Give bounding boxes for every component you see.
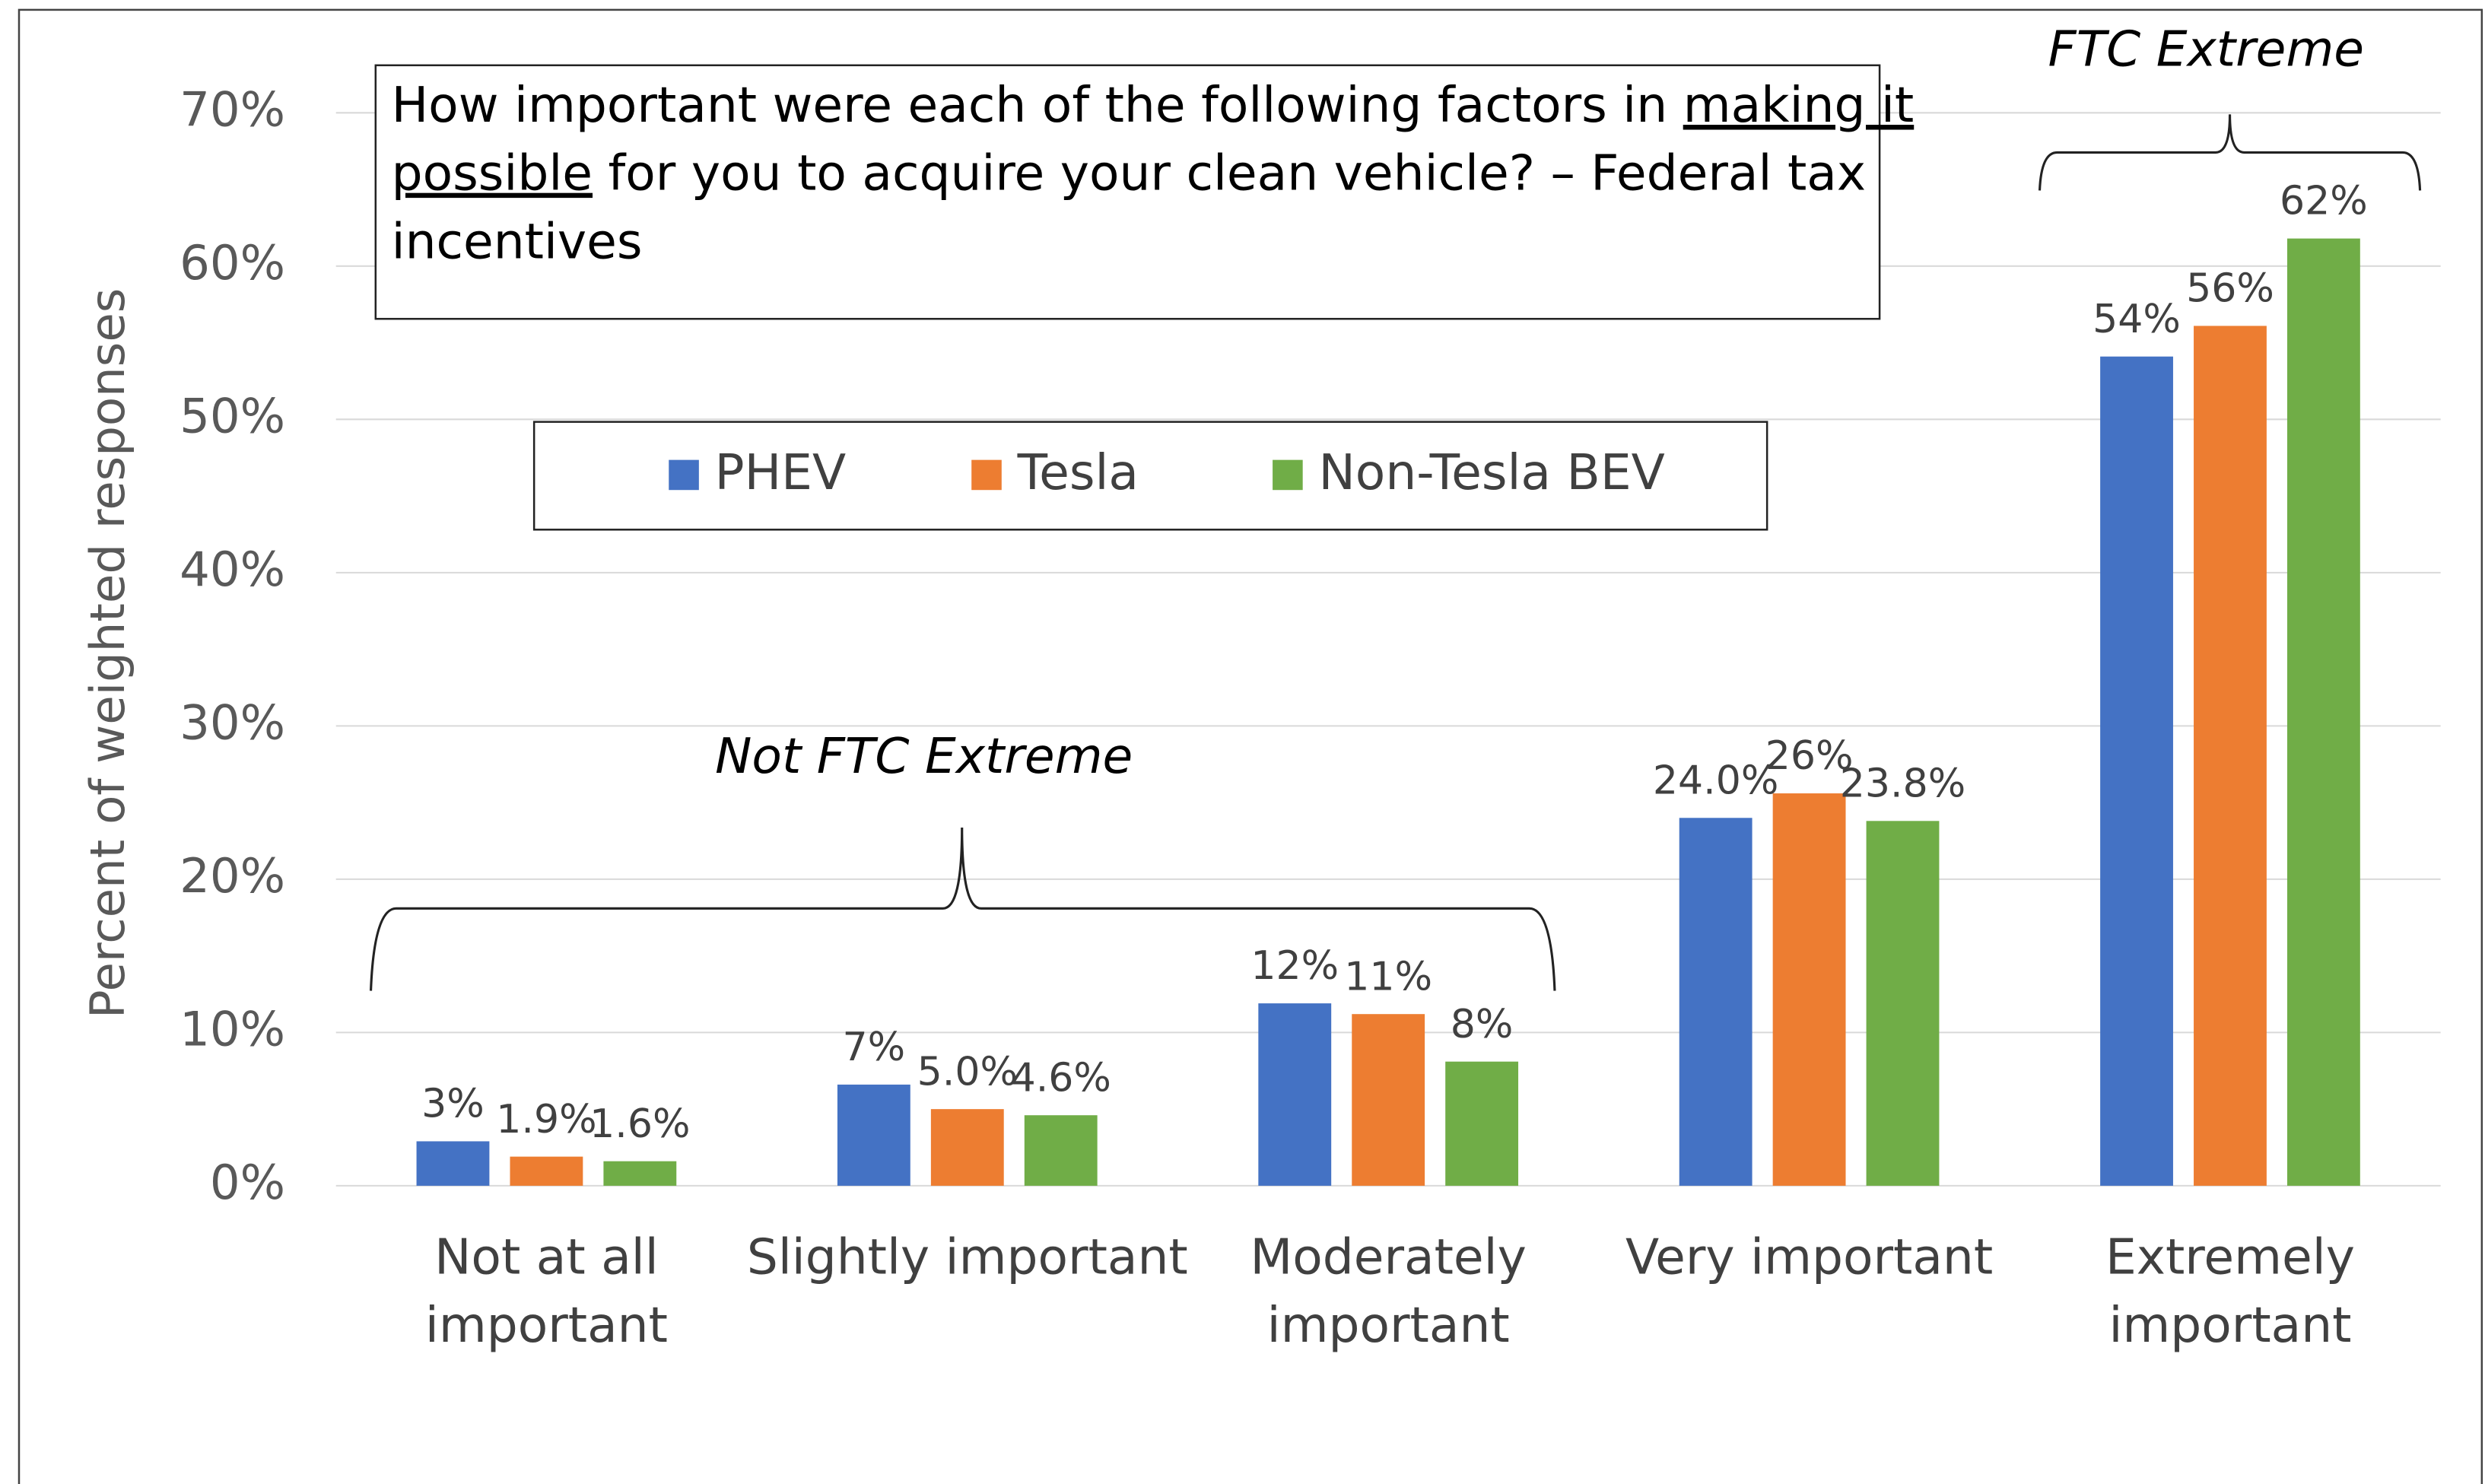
bar: [603, 1161, 677, 1186]
legend-label: PHEV: [715, 444, 846, 501]
value-label: 1.9%: [496, 1097, 596, 1142]
value-label: 56%: [2186, 266, 2274, 312]
legend-swatch: [1273, 459, 1303, 491]
y-tick-label: 20%: [180, 848, 285, 904]
value-label: 5.0%: [917, 1049, 1018, 1095]
value-label: 54%: [2093, 297, 2181, 342]
y-tick-label: 70%: [180, 81, 285, 137]
question-text: for you to acquire your clean vehicle? –…: [593, 145, 1866, 202]
question-text: incentives: [392, 213, 643, 270]
y-tick-label: 50%: [180, 388, 285, 443]
bar: [1258, 1003, 1332, 1186]
x-tick-label: Very important: [1625, 1228, 1993, 1285]
legend-label: Non-Tesla BEV: [1319, 444, 1665, 501]
legend-label: Tesla: [1017, 444, 1139, 501]
value-label: 7%: [843, 1025, 906, 1070]
legend-swatch: [669, 459, 699, 491]
x-tick-label: important: [2108, 1297, 2351, 1354]
value-label: 1.6%: [589, 1101, 690, 1147]
y-tick-label: 10%: [180, 1001, 285, 1057]
value-label: 23.8%: [1840, 761, 1965, 806]
not-ftc-brace: [369, 828, 1556, 991]
question-line: How important were each of the following…: [392, 77, 1915, 134]
bar: [1679, 818, 1753, 1186]
value-label: 3%: [421, 1082, 485, 1127]
legend-box: [532, 421, 1768, 531]
x-tick-label: Extremely: [2105, 1228, 2355, 1285]
y-tick-label: 30%: [180, 694, 285, 750]
x-tick-label: Moderately: [1250, 1228, 1527, 1285]
question-text: possible: [392, 145, 593, 202]
bar: [1772, 793, 1846, 1186]
question-box: [374, 64, 1881, 320]
question-text: making it: [1683, 77, 1915, 134]
x-tick-label: Slightly important: [747, 1228, 1188, 1285]
question-line: possible for you to acquire your clean v…: [392, 145, 1866, 202]
y-axis-title: Percent of weighted responses: [80, 288, 135, 1018]
annotation: Not FTC Extreme: [715, 728, 1133, 785]
value-label: 26%: [1765, 733, 1854, 779]
value-label: 11%: [1344, 954, 1432, 999]
value-label: 24.0%: [1653, 758, 1778, 803]
annotation: FTC Extreme: [2048, 21, 2364, 78]
value-label: 8%: [1451, 1002, 1514, 1047]
value-label: 4.6%: [1011, 1055, 1111, 1101]
y-tick-label: 60%: [180, 235, 285, 291]
bar: [1352, 1014, 1425, 1186]
y-tick-label: 40%: [180, 542, 285, 597]
bar: [1866, 821, 1940, 1186]
question-line: incentives: [392, 213, 643, 270]
bar: [2286, 238, 2360, 1186]
value-label: 62%: [2280, 179, 2368, 224]
x-tick-label: Not at all: [434, 1228, 659, 1285]
x-tick-label: important: [1267, 1297, 1510, 1354]
bar: [930, 1109, 1004, 1186]
bar: [1024, 1115, 1098, 1186]
bar: [510, 1156, 583, 1186]
x-tick-label: important: [425, 1297, 668, 1354]
value-label: 12%: [1250, 943, 1339, 989]
bar: [2194, 326, 2267, 1186]
question-text: How important were each of the following…: [392, 77, 1683, 134]
legend-swatch: [971, 459, 1002, 491]
bar: [837, 1084, 910, 1186]
bar: [1445, 1061, 1519, 1186]
bar: [2100, 356, 2173, 1186]
ftc-brace: [2038, 114, 2422, 191]
chart-border: [17, 8, 2483, 1484]
y-tick-label: 0%: [210, 1155, 285, 1210]
bar: [416, 1141, 490, 1186]
